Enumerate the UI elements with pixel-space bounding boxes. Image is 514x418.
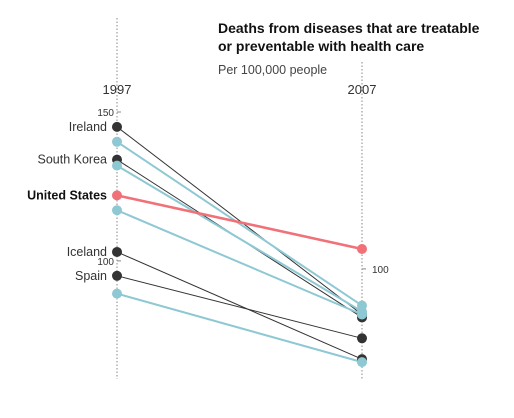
series-line-comparison-89 [116,292,363,364]
chart-subtitle: Per 100,000 people [218,63,327,77]
series-label-ireland: Ireland [69,120,107,134]
year-label-1997: 1997 [103,82,132,97]
series-line-comparison-140 [116,140,363,307]
point-spain-2007 [357,333,367,344]
series-line-comparison-132 [116,164,363,313]
point-comparison-140-2007 [357,300,367,311]
point-iceland-1997 [112,246,122,257]
point-comparison-117-1997 [112,205,122,216]
series-labels: Spain Iceland South Korea Ireland United Sta… [27,120,107,283]
tick-label-left-100: 100 [97,257,114,268]
point-comparison-132-1997 [112,160,122,171]
point-ireland-1997 [112,121,122,132]
series-label-spain: Spain [75,269,107,283]
tick-label-left-150: 150 [97,108,114,119]
series-label-south-korea: South Korea [38,153,108,167]
chart-title-line-2: or preventable with health care [218,38,424,54]
point-comparison-89-1997 [112,288,122,299]
series-dots [112,121,367,368]
series-line-ireland [116,126,363,315]
series-label-iceland: Iceland [67,245,107,259]
tick-label-right-100: 100 [372,265,389,276]
axes: 1997 2007 150 100 100 [97,18,389,379]
series-line-iceland [116,251,363,360]
chart-title-line-1: Deaths from diseases that are treatable [218,20,480,36]
point-spain-1997 [112,270,122,281]
series-line-spain [116,275,363,339]
series-lines [116,126,363,364]
year-label-2007: 2007 [348,82,377,97]
point-united-states-1997 [112,190,122,201]
series-line-united-states [116,194,363,251]
point-comparison-89-2007 [357,357,367,368]
point-united-states-2007 [357,243,367,254]
point-comparison-140-1997 [112,136,122,147]
series-line-comparison-117 [116,209,363,316]
series-label-united-states: United States [27,188,107,202]
